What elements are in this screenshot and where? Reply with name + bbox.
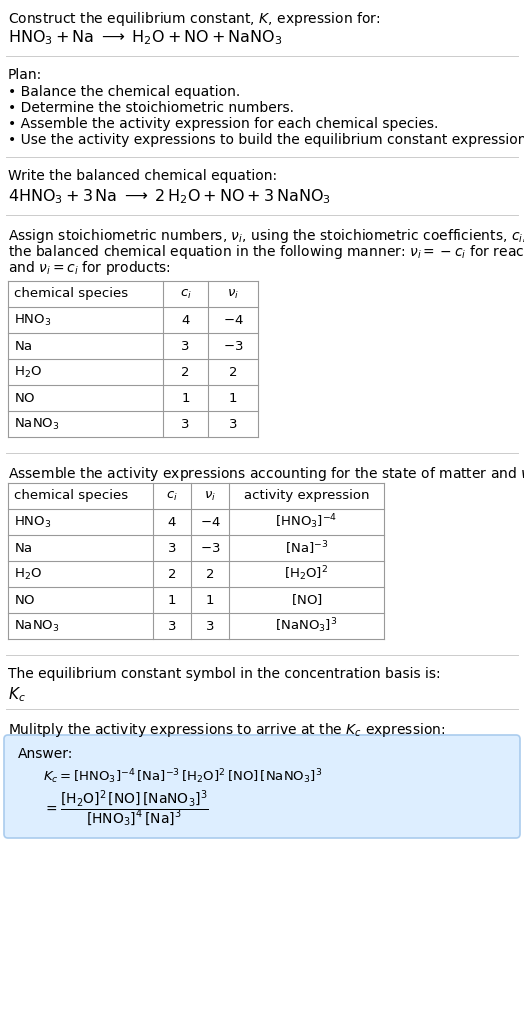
Text: Write the balanced chemical equation:: Write the balanced chemical equation: [8,169,277,183]
Text: $[\mathrm{H_2O}]^{2}$: $[\mathrm{H_2O}]^{2}$ [285,564,329,584]
Text: $\mathrm{NO}$: $\mathrm{NO}$ [14,392,36,405]
Text: Assemble the activity expressions accounting for the state of matter and $\nu_i$: Assemble the activity expressions accoun… [8,465,524,483]
FancyBboxPatch shape [4,735,520,838]
Text: $\mathrm{Na}$: $\mathrm{Na}$ [14,541,33,554]
Text: $-4$: $-4$ [223,313,243,326]
Text: Plan:: Plan: [8,68,42,82]
Text: $\mathrm{NaNO_3}$: $\mathrm{NaNO_3}$ [14,416,60,431]
Text: 2: 2 [168,567,176,581]
Text: 3: 3 [181,418,190,430]
Text: Assign stoichiometric numbers, $\nu_i$, using the stoichiometric coefficients, $: Assign stoichiometric numbers, $\nu_i$, … [8,227,524,245]
Text: $\mathrm{HNO_3}$: $\mathrm{HNO_3}$ [14,515,51,530]
Text: • Balance the chemical equation.: • Balance the chemical equation. [8,85,240,99]
Text: $c_i$: $c_i$ [166,489,178,502]
Text: 3: 3 [168,619,176,633]
Text: 3: 3 [168,541,176,554]
Text: $[\mathrm{Na}]^{-3}$: $[\mathrm{Na}]^{-3}$ [285,539,328,556]
Text: 4: 4 [168,516,176,529]
Text: $-4$: $-4$ [200,516,221,529]
Text: activity expression: activity expression [244,489,369,502]
Text: $4 \mathrm{HNO_3} + 3\,\mathrm{Na} \;\longrightarrow\; 2\,\mathrm{H_2O} + \mathr: $4 \mathrm{HNO_3} + 3\,\mathrm{Na} \;\lo… [8,187,331,205]
Text: $K_c$: $K_c$ [8,685,26,704]
Text: $\nu_i$: $\nu_i$ [227,288,239,301]
Text: Construct the equilibrium constant, $K$, expression for:: Construct the equilibrium constant, $K$,… [8,10,380,28]
Text: • Assemble the activity expression for each chemical species.: • Assemble the activity expression for e… [8,117,439,131]
Text: 2: 2 [206,567,214,581]
Text: $\mathrm{NaNO_3}$: $\mathrm{NaNO_3}$ [14,618,60,634]
Text: $-3$: $-3$ [200,541,220,554]
Text: 3: 3 [181,340,190,353]
Text: $[\mathrm{NO}]$: $[\mathrm{NO}]$ [291,593,322,607]
Text: chemical species: chemical species [14,489,128,502]
Text: $K_c = [\mathrm{HNO_3}]^{-4}\,[\mathrm{Na}]^{-3}\,[\mathrm{H_2O}]^{2}\,[\mathrm{: $K_c = [\mathrm{HNO_3}]^{-4}\,[\mathrm{N… [43,767,322,786]
Text: 3: 3 [229,418,237,430]
Text: 2: 2 [181,365,190,378]
Text: 1: 1 [229,392,237,405]
Text: $\mathrm{NO}$: $\mathrm{NO}$ [14,594,36,606]
Text: $[\mathrm{NaNO_3}]^{3}$: $[\mathrm{NaNO_3}]^{3}$ [275,616,337,636]
Text: Answer:: Answer: [18,747,73,761]
Text: $[\mathrm{HNO_3}]^{-4}$: $[\mathrm{HNO_3}]^{-4}$ [276,513,337,531]
Text: • Determine the stoichiometric numbers.: • Determine the stoichiometric numbers. [8,101,294,115]
Text: The equilibrium constant symbol in the concentration basis is:: The equilibrium constant symbol in the c… [8,667,441,681]
Text: chemical species: chemical species [14,288,128,300]
Text: 1: 1 [168,594,176,606]
Text: $= \dfrac{[\mathrm{H_2O}]^{2}\,[\mathrm{NO}]\,[\mathrm{NaNO_3}]^{3}}{[\mathrm{HN: $= \dfrac{[\mathrm{H_2O}]^{2}\,[\mathrm{… [43,789,209,829]
Text: $\mathrm{Na}$: $\mathrm{Na}$ [14,340,33,353]
Text: 2: 2 [229,365,237,378]
Text: $c_i$: $c_i$ [180,288,191,301]
Text: 3: 3 [206,619,214,633]
Text: Mulitply the activity expressions to arrive at the $K_c$ expression:: Mulitply the activity expressions to arr… [8,721,445,739]
Text: 1: 1 [181,392,190,405]
Text: $\mathrm{HNO_3}$: $\mathrm{HNO_3}$ [14,312,51,327]
Text: $\nu_i$: $\nu_i$ [204,489,216,502]
Text: the balanced chemical equation in the following manner: $\nu_i = -c_i$ for react: the balanced chemical equation in the fo… [8,243,524,261]
Text: $\mathrm{HNO_3 + Na \;\longrightarrow\; H_2O + NO + NaNO_3}$: $\mathrm{HNO_3 + Na \;\longrightarrow\; … [8,28,282,47]
Text: • Use the activity expressions to build the equilibrium constant expression.: • Use the activity expressions to build … [8,133,524,147]
Text: and $\nu_i = c_i$ for products:: and $\nu_i = c_i$ for products: [8,259,171,277]
Text: $-3$: $-3$ [223,340,243,353]
Text: 1: 1 [206,594,214,606]
Text: $\mathrm{H_2O}$: $\mathrm{H_2O}$ [14,566,42,582]
Text: $\mathrm{H_2O}$: $\mathrm{H_2O}$ [14,364,42,379]
Text: 4: 4 [181,313,190,326]
